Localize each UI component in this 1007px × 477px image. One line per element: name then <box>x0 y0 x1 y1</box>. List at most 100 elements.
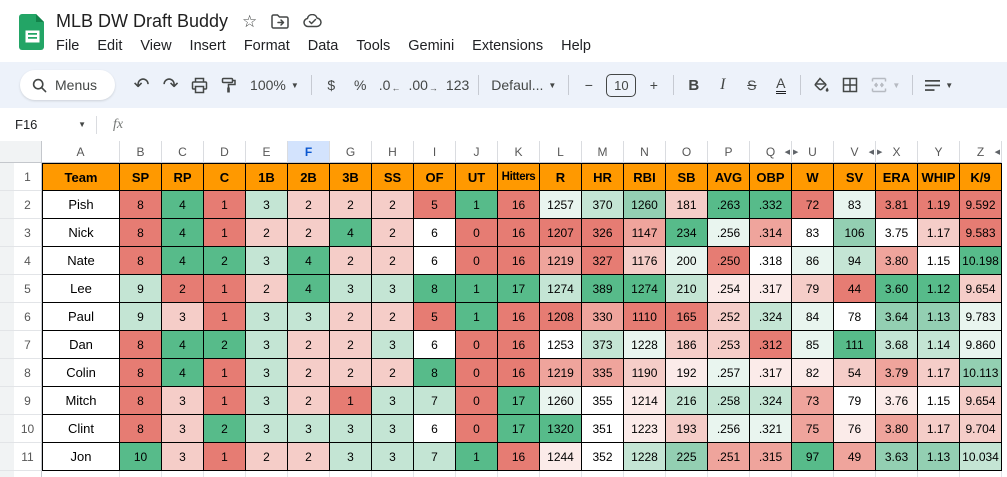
cell-team-pish[interactable]: Pish <box>42 191 120 219</box>
menu-view[interactable]: View <box>140 38 172 54</box>
more-formats-button[interactable]: 123 <box>445 77 470 93</box>
cell[interactable]: 16 <box>498 331 540 359</box>
cell[interactable]: 2 <box>288 219 330 247</box>
cell[interactable]: 3.80 <box>876 247 918 275</box>
cell[interactable]: 2 <box>204 331 246 359</box>
cell[interactable]: 8 <box>120 331 162 359</box>
header-cell-team[interactable]: Team <box>42 163 120 191</box>
header-cell-3b[interactable]: 3B <box>330 163 372 191</box>
row-header-11[interactable]: 11 <box>0 443 42 471</box>
cell[interactable]: 82 <box>792 359 834 387</box>
undo-button[interactable]: ↶ <box>133 74 150 96</box>
bold-button[interactable]: B <box>688 76 700 94</box>
cell[interactable]: 0 <box>456 359 498 387</box>
cell[interactable] <box>918 471 960 477</box>
header-cell-rbi[interactable]: RBI <box>624 163 666 191</box>
cell[interactable]: 106 <box>834 219 876 247</box>
cell[interactable]: 3.79 <box>876 359 918 387</box>
cell[interactable]: 8 <box>120 247 162 275</box>
cell[interactable]: 3 <box>246 387 288 415</box>
cell[interactable]: 1.17 <box>918 359 960 387</box>
row-header-7[interactable]: 7 <box>0 331 42 359</box>
cell[interactable] <box>204 471 246 477</box>
redo-button[interactable]: ↷ <box>162 74 179 96</box>
cell[interactable] <box>498 471 540 477</box>
row-header-8[interactable]: 8 <box>0 359 42 387</box>
cell[interactable]: 79 <box>834 387 876 415</box>
column-header-i[interactable]: I <box>414 141 456 163</box>
cell[interactable]: 4 <box>288 275 330 303</box>
cell[interactable]: 0 <box>456 331 498 359</box>
row-header-3[interactable]: 3 <box>0 219 42 247</box>
header-cell-ut[interactable]: UT <box>456 163 498 191</box>
cell[interactable]: 1176 <box>624 247 666 275</box>
cell[interactable]: .317 <box>750 275 792 303</box>
font-size-input[interactable]: 10 <box>606 73 637 97</box>
header-cell-2b[interactable]: 2B <box>288 163 330 191</box>
cell[interactable] <box>792 471 834 477</box>
cell[interactable] <box>162 471 204 477</box>
cell-team-lee[interactable]: Lee <box>42 275 120 303</box>
cell[interactable]: 9.583 <box>960 219 1002 247</box>
cell[interactable]: 192 <box>666 359 708 387</box>
cell[interactable]: 1110 <box>624 303 666 331</box>
cell[interactable]: 1147 <box>624 219 666 247</box>
cell[interactable]: 3 <box>372 275 414 303</box>
font-select[interactable]: Defaul... ▼ <box>484 70 563 100</box>
cell[interactable]: .258 <box>708 387 750 415</box>
hidden-columns-right-arrow-icon[interactable]: ▶ <box>793 148 799 156</box>
cell[interactable]: 1260 <box>540 387 582 415</box>
cell[interactable]: 3.63 <box>876 443 918 471</box>
hidden-columns-left-arrow-icon[interactable]: ◀ <box>784 148 790 156</box>
menu-extensions[interactable]: Extensions <box>472 38 544 54</box>
cell[interactable]: .254 <box>708 275 750 303</box>
cell[interactable]: 1 <box>204 387 246 415</box>
header-cell-whip[interactable]: WHIP <box>918 163 960 191</box>
cell[interactable]: 326 <box>582 219 624 247</box>
cell[interactable]: 94 <box>834 247 876 275</box>
header-cell-sb[interactable]: SB <box>666 163 708 191</box>
cell[interactable]: 1244 <box>540 443 582 471</box>
decrease-decimal-button[interactable]: .0 ← <box>375 70 405 100</box>
header-cell-ss[interactable]: SS <box>372 163 414 191</box>
column-header-q[interactable]: Q ◀ <box>750 141 792 163</box>
cell[interactable]: 83 <box>834 191 876 219</box>
header-cell-obp[interactable]: OBP <box>750 163 792 191</box>
cell[interactable]: 9 <box>120 303 162 331</box>
cell[interactable] <box>120 471 162 477</box>
cell[interactable] <box>834 471 876 477</box>
cell[interactable]: 3 <box>372 331 414 359</box>
cell[interactable]: 0 <box>456 247 498 275</box>
cloud-saved-icon[interactable] <box>303 14 323 28</box>
cell[interactable]: .251 <box>708 443 750 471</box>
cell[interactable]: 2 <box>288 387 330 415</box>
cell[interactable]: 1190 <box>624 359 666 387</box>
cell[interactable]: 216 <box>666 387 708 415</box>
cell[interactable]: 72 <box>792 191 834 219</box>
document-title[interactable]: MLB DW Draft Buddy <box>56 10 229 31</box>
column-header-g[interactable]: G <box>330 141 372 163</box>
cell[interactable]: 10 <box>120 443 162 471</box>
cell[interactable] <box>42 471 120 477</box>
cell[interactable] <box>330 471 372 477</box>
cell[interactable]: 1207 <box>540 219 582 247</box>
cell[interactable]: 3 <box>372 415 414 443</box>
cell[interactable]: 1260 <box>624 191 666 219</box>
cell[interactable]: 2 <box>204 247 246 275</box>
column-header-b[interactable]: B <box>120 141 162 163</box>
cell[interactable]: 8 <box>414 359 456 387</box>
cell[interactable] <box>708 471 750 477</box>
menu-gemini[interactable]: Gemini <box>408 38 455 54</box>
column-header-h[interactable]: H <box>372 141 414 163</box>
column-header-c[interactable]: C <box>162 141 204 163</box>
row-header-6[interactable]: 6 <box>0 303 42 331</box>
cell-team-mitch[interactable]: Mitch <box>42 387 120 415</box>
cell[interactable]: 4 <box>162 359 204 387</box>
cell[interactable]: 1 <box>204 219 246 247</box>
cell[interactable]: 1 <box>330 387 372 415</box>
row-header-2[interactable]: 2 <box>0 191 42 219</box>
cell-team-nick[interactable]: Nick <box>42 219 120 247</box>
column-header-l[interactable]: L <box>540 141 582 163</box>
fill-color-button[interactable] <box>806 70 835 100</box>
header-cell-sp[interactable]: SP <box>120 163 162 191</box>
